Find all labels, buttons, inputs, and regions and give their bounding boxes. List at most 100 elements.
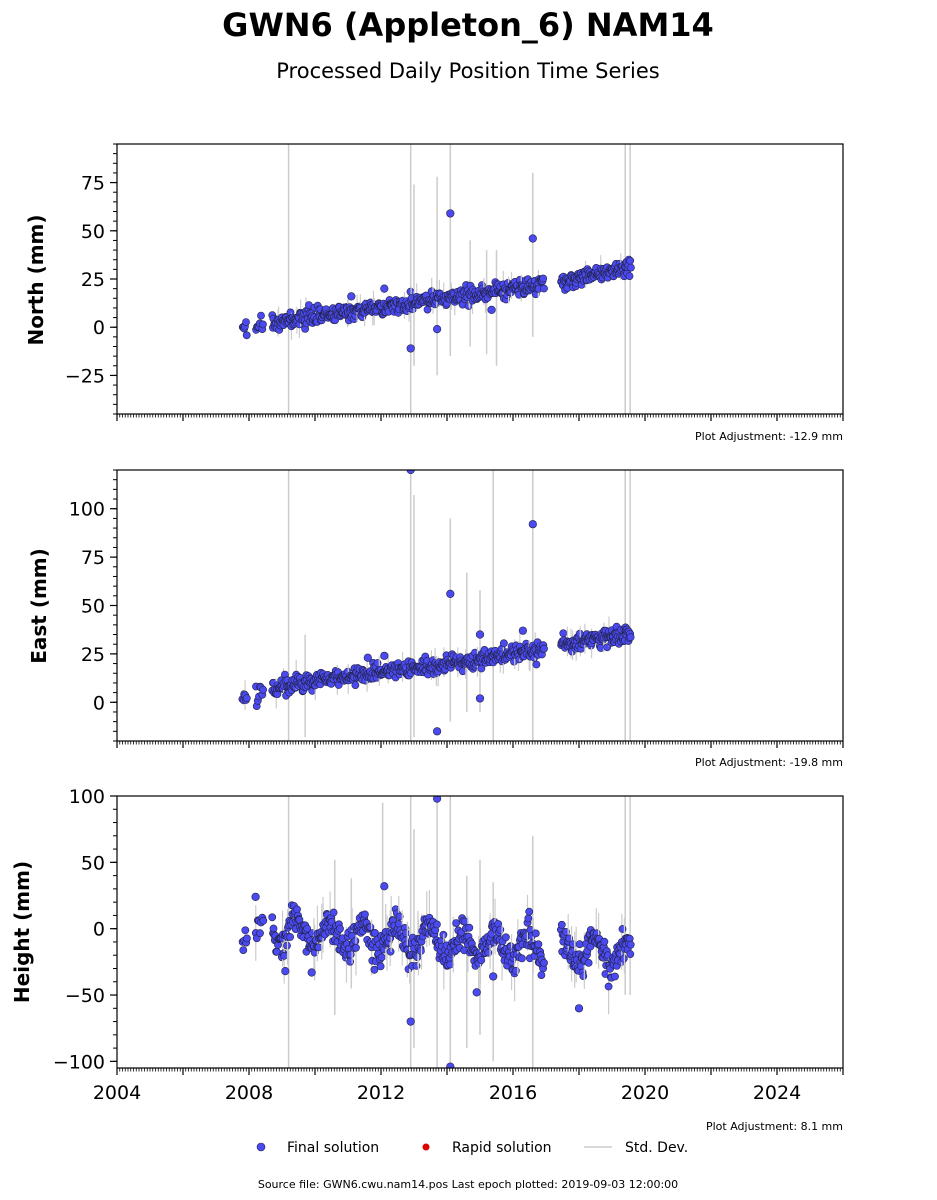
y-tick-label: 50 bbox=[81, 852, 105, 874]
outlier-point bbox=[487, 305, 496, 314]
plot-area bbox=[238, 470, 635, 741]
data-point bbox=[360, 910, 369, 919]
data-point bbox=[242, 331, 251, 340]
data-point bbox=[242, 318, 250, 326]
x-tick-label: 2008 bbox=[225, 1082, 273, 1104]
outlier-point bbox=[574, 1004, 584, 1013]
outlier-point bbox=[251, 892, 260, 901]
outlier-point bbox=[472, 988, 481, 997]
y-tick-label: −100 bbox=[53, 1051, 105, 1073]
legend-final-marker bbox=[256, 1142, 266, 1152]
data-point bbox=[626, 950, 635, 958]
data-point bbox=[626, 256, 635, 265]
north-plot-adjustment: Plot Adjustment: -12.9 mm bbox=[695, 430, 843, 443]
data-point bbox=[540, 959, 548, 967]
outlier-point bbox=[489, 972, 498, 981]
data-point bbox=[524, 914, 533, 923]
data-point bbox=[242, 934, 251, 943]
data-point bbox=[351, 681, 360, 689]
data-point bbox=[460, 917, 469, 926]
data-point bbox=[525, 907, 534, 916]
north-ylabel: North (mm) bbox=[24, 214, 48, 345]
east-ylabel: East (mm) bbox=[27, 548, 51, 664]
data-point bbox=[336, 924, 344, 933]
data-point bbox=[303, 924, 312, 933]
y-tick-label: 0 bbox=[93, 317, 105, 339]
data-point bbox=[352, 943, 360, 952]
data-point bbox=[518, 954, 526, 963]
north-panel: −25 0 25 50 75 bbox=[65, 143, 844, 421]
y-tick-label: 0 bbox=[93, 919, 105, 941]
legend-rapid-label: Rapid solution bbox=[452, 1140, 552, 1156]
east-plot-adjustment: Plot Adjustment: -19.8 mm bbox=[695, 756, 843, 769]
y-tick-label: −25 bbox=[65, 365, 105, 387]
data-point bbox=[501, 933, 510, 942]
chart-title: GWN6 (Appleton_6) NAM14 bbox=[222, 6, 714, 44]
data-point bbox=[627, 263, 635, 272]
data-point bbox=[579, 972, 588, 980]
data-point bbox=[532, 660, 541, 669]
data-point bbox=[531, 929, 540, 938]
data-point bbox=[370, 965, 379, 974]
data-point bbox=[258, 320, 267, 329]
data-point bbox=[432, 920, 441, 929]
data-point bbox=[484, 948, 493, 957]
data-point bbox=[241, 926, 250, 935]
data-point bbox=[539, 274, 548, 283]
outlier-point bbox=[380, 651, 389, 660]
data-point bbox=[286, 933, 294, 941]
outlier-point bbox=[433, 325, 442, 334]
data-point bbox=[351, 937, 360, 945]
data-point bbox=[465, 923, 474, 932]
data-point bbox=[256, 929, 264, 938]
data-point bbox=[584, 959, 593, 967]
data-point bbox=[377, 953, 386, 962]
outlier-point bbox=[281, 967, 290, 976]
y-tick-label: 75 bbox=[81, 173, 105, 195]
data-point bbox=[376, 962, 385, 971]
outlier-point bbox=[446, 209, 455, 218]
data-point bbox=[239, 946, 248, 954]
plot-area bbox=[238, 796, 635, 1068]
data-point bbox=[499, 639, 508, 648]
outlier-point bbox=[307, 968, 316, 977]
data-point bbox=[257, 311, 265, 320]
height-plot-adjustment: Plot Adjustment: 8.1 mm bbox=[706, 1120, 843, 1133]
x-tick-label: 2020 bbox=[621, 1082, 669, 1104]
outlier-point bbox=[528, 234, 537, 243]
data-point bbox=[314, 943, 323, 952]
data-point bbox=[618, 925, 627, 933]
source-footer: Source file: GWN6.cwu.nam14.pos Last epo… bbox=[258, 1178, 678, 1191]
data-point bbox=[395, 912, 404, 921]
plot-area bbox=[238, 144, 635, 414]
x-tick-label: 2012 bbox=[357, 1082, 405, 1104]
data-point bbox=[259, 916, 268, 925]
outlier-point bbox=[518, 626, 528, 635]
y-tick-label: 25 bbox=[81, 644, 105, 666]
data-point bbox=[268, 913, 277, 922]
data-point bbox=[611, 972, 619, 981]
outlier-point bbox=[475, 694, 485, 703]
data-point bbox=[625, 272, 634, 280]
data-point bbox=[626, 633, 635, 642]
outlier-point bbox=[380, 284, 389, 293]
data-point bbox=[540, 284, 548, 293]
x-tick-label: 2016 bbox=[489, 1082, 537, 1104]
data-point bbox=[537, 971, 546, 979]
y-tick-label: 25 bbox=[81, 269, 105, 291]
y-tick-label: 75 bbox=[81, 547, 105, 569]
outlier-point bbox=[347, 292, 356, 301]
outlier-point bbox=[446, 1062, 455, 1068]
x-tick-label: 2024 bbox=[753, 1082, 801, 1104]
legend: Final solution Rapid solution Std. Dev. bbox=[256, 1140, 688, 1156]
data-point bbox=[540, 644, 548, 653]
outlier-point bbox=[433, 727, 442, 736]
y-tick-label: −50 bbox=[65, 985, 105, 1007]
legend-stddev-label: Std. Dev. bbox=[625, 1140, 688, 1156]
data-point bbox=[477, 956, 486, 964]
outlier-point bbox=[380, 882, 389, 891]
y-tick-label: 100 bbox=[69, 499, 105, 521]
data-point bbox=[557, 920, 566, 929]
height-panel: −100 −50 0 50 100 2004 2008 2012 2016 2020 2024 bbox=[53, 786, 844, 1104]
data-point bbox=[568, 940, 577, 948]
